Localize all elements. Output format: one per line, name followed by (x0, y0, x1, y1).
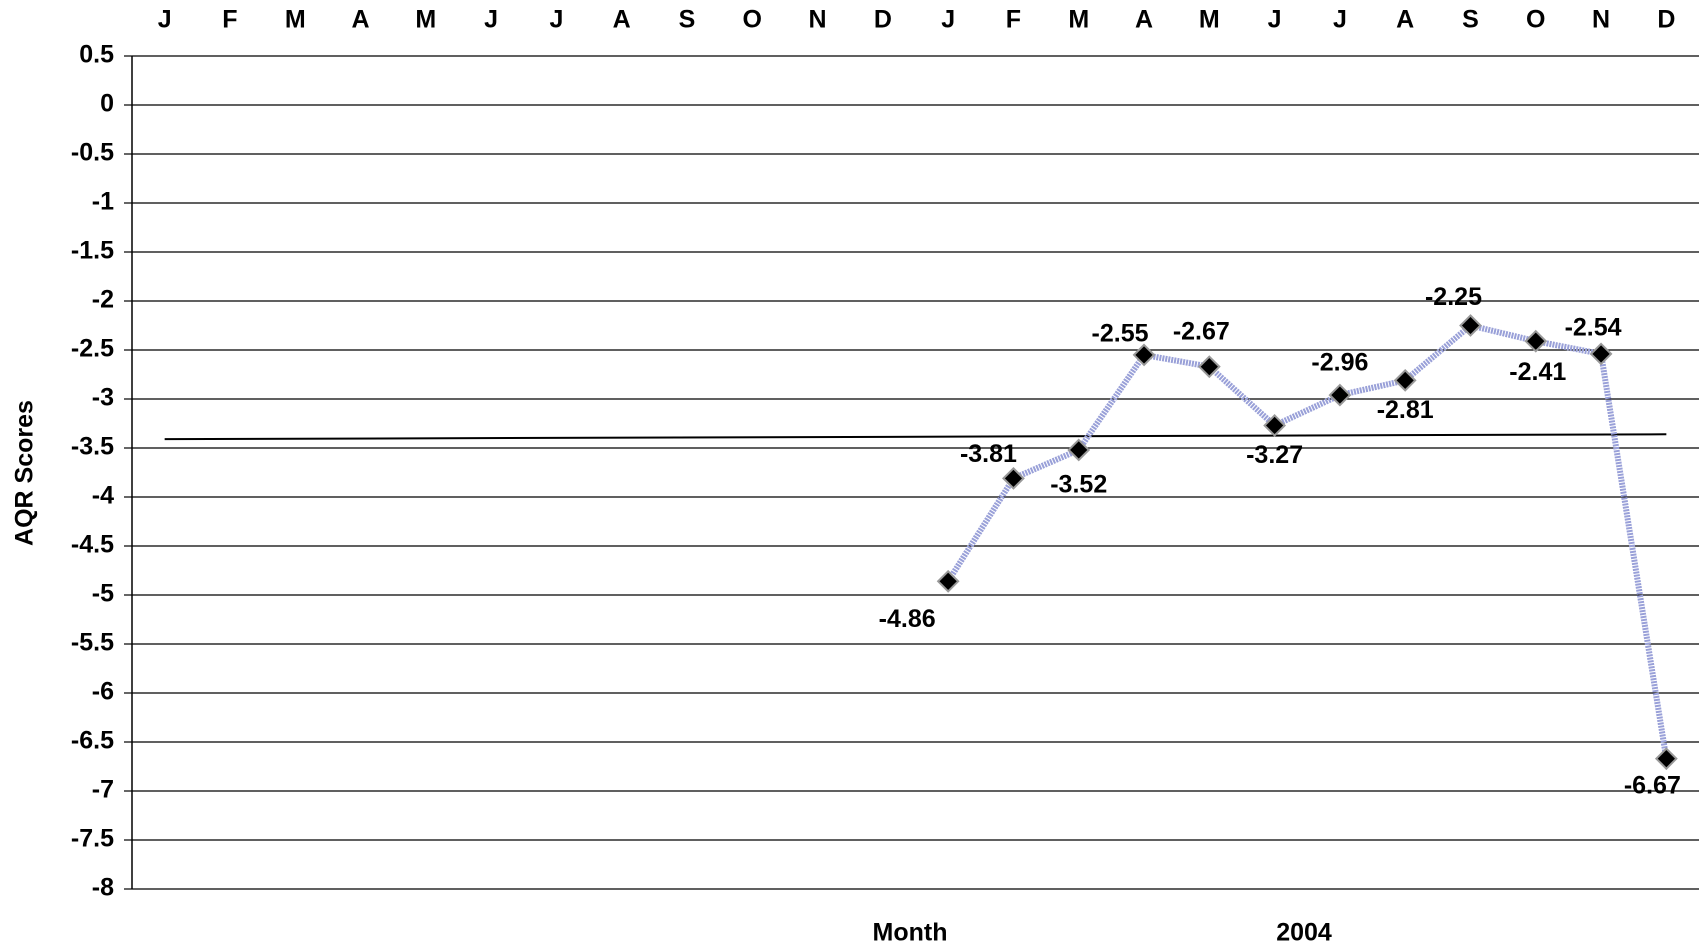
marker (1197, 355, 1221, 379)
x-tick-label: N (809, 6, 827, 34)
x-tick-label: M (285, 6, 306, 34)
data-label: -6.67 (1624, 771, 1681, 799)
marker (1328, 383, 1352, 407)
marker (1002, 466, 1025, 490)
x-tick-label: J (549, 6, 563, 34)
x-tick-label: A (1396, 6, 1414, 34)
x-tick-label: D (1657, 6, 1675, 34)
x-tick-label: S (679, 6, 696, 34)
series-line (945, 322, 1670, 760)
data-label: -2.81 (1377, 396, 1434, 424)
y-axis-label: AQR Scores (11, 400, 39, 546)
x-tick-label: O (743, 6, 762, 34)
marker (1589, 342, 1613, 366)
x-tick-label: J (1268, 6, 1282, 34)
marker (1524, 329, 1548, 353)
y-tick-label: -6.5 (71, 727, 114, 755)
data-label: -4.86 (879, 605, 936, 633)
x-tick-label: N (1592, 6, 1610, 34)
x-tick-label: D (874, 6, 892, 34)
data-label: -3.27 (1246, 441, 1303, 469)
x-axis-label: Month (873, 919, 948, 947)
x-tick-label: A (1135, 6, 1153, 34)
y-tick-label: -1 (92, 188, 114, 216)
y-tick-label: -3 (92, 384, 114, 412)
data-label: -2.96 (1311, 349, 1368, 377)
marker (936, 569, 960, 593)
marker (1393, 368, 1417, 392)
x-tick-label: S (1462, 6, 1479, 34)
y-tick-label: -4 (92, 482, 114, 510)
x-tick-label: O (1526, 6, 1545, 34)
y-tick-label: -2.5 (71, 335, 114, 363)
x-tick-label: J (1333, 6, 1347, 34)
x-tick-label: M (1199, 6, 1220, 34)
data-label: -3.81 (960, 440, 1017, 468)
marker (1263, 414, 1287, 437)
x-tick-label: A (613, 6, 631, 34)
data-label: -3.52 (1050, 471, 1107, 499)
y-tick-label: -5.5 (71, 629, 114, 657)
marker (1132, 343, 1156, 367)
y-tick-label: -1.5 (71, 237, 114, 265)
y-tick-label: -0.5 (71, 139, 114, 167)
data-label: -2.67 (1173, 317, 1230, 345)
x-tick-label: A (351, 6, 369, 34)
y-tick-label: 0 (100, 90, 114, 118)
y-tick-label: -7.5 (71, 825, 114, 853)
x-tick-label: F (222, 6, 237, 34)
y-tick-label: -3.5 (71, 433, 114, 461)
y-tick-label: -5 (92, 580, 114, 608)
year-label: 2004 (1276, 919, 1332, 947)
marker (1067, 438, 1091, 462)
x-tick-label: J (484, 6, 498, 34)
data-label: -2.55 (1092, 320, 1149, 348)
trend-line (164, 433, 1667, 441)
x-tick-label: M (1068, 6, 1089, 34)
x-tick-label: J (941, 6, 955, 34)
x-tick-label: J (158, 6, 172, 34)
y-tick-label: -8 (92, 874, 114, 902)
y-tick-label: -2 (92, 286, 114, 314)
data-label: -2.25 (1425, 283, 1482, 311)
marker (1459, 314, 1482, 337)
data-label: -2.54 (1565, 314, 1622, 342)
x-tick-label: M (415, 6, 436, 34)
data-label: -2.41 (1509, 358, 1566, 386)
y-tick-label: -7 (92, 776, 114, 804)
x-tick-label: F (1006, 6, 1021, 34)
marker (1654, 747, 1678, 771)
y-tick-label: 0.5 (79, 41, 114, 69)
y-tick-label: -6 (92, 678, 114, 706)
y-tick-label: -4.5 (71, 531, 114, 559)
